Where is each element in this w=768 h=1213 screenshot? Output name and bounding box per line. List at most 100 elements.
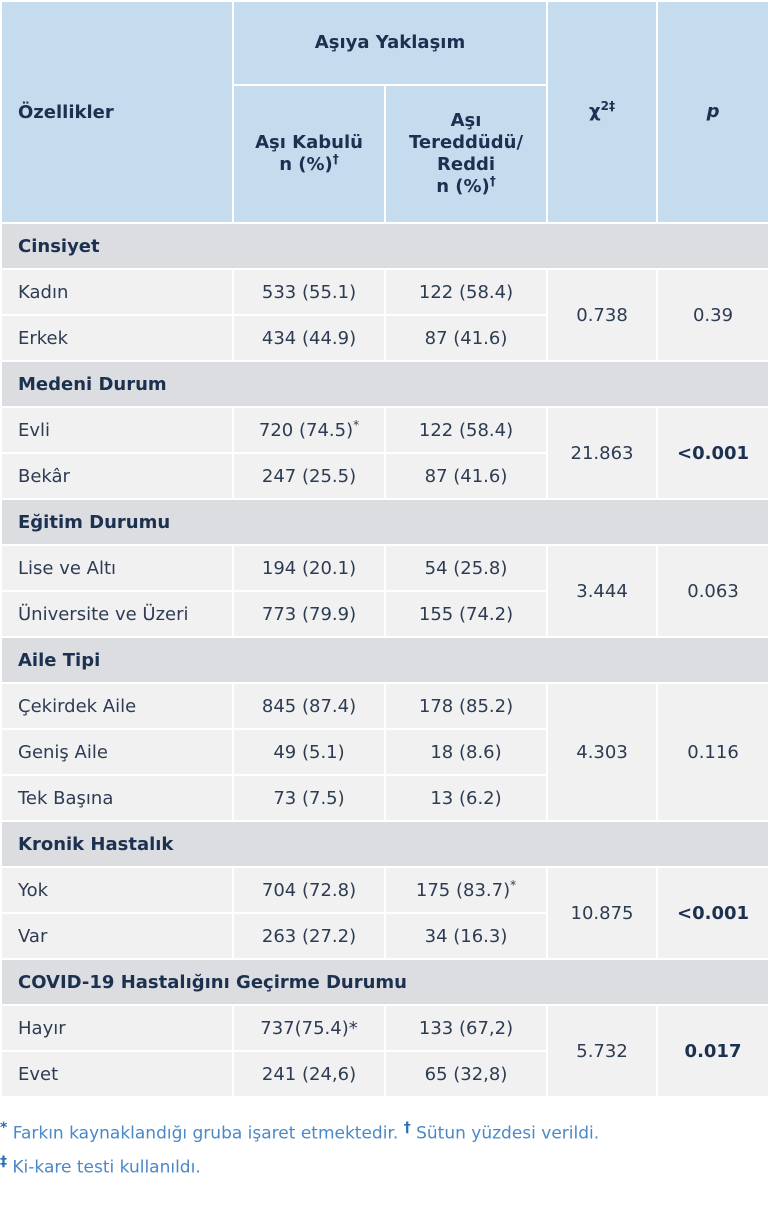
group-row: Aile Tipi	[0, 636, 768, 684]
group-title: Eğitim Durumu	[0, 498, 768, 546]
accept-value: 247 (25.5)	[232, 452, 386, 500]
cell-value: 845 (87.4)	[261, 695, 357, 717]
group-title: Medeni Durum	[0, 360, 768, 408]
table-row: Hayır 737(75.4)* 133 (67,2) 5.732 0.017	[0, 1004, 768, 1098]
cell-value: 34 (16.3)	[424, 925, 508, 947]
footnote-mark-asterisk: *	[0, 1120, 8, 1136]
table-row: Tek Başına 73 (7.5) 13 (6.2)	[0, 774, 768, 822]
hes-line3: Reddi	[437, 154, 496, 175]
hesitancy-value: 13 (6.2)	[383, 774, 549, 822]
header-features: Özellikler	[0, 0, 234, 224]
accept-value: 533 (55.1)	[232, 268, 386, 316]
hesitancy-value: 122 (58.4)	[383, 268, 549, 316]
p-value: 0.063	[656, 544, 768, 638]
cell-value: 122 (58.4)	[418, 419, 514, 441]
group-row: COVID-19 Hastalığını Geçirme Durumu	[0, 958, 768, 1006]
table-row: Lise ve Altı 194 (20.1) 54 (25.8) 3.444 0.06…	[0, 544, 768, 638]
hesitancy-value: 34 (16.3)	[383, 912, 549, 960]
cell-value: 737(75.4)*	[260, 1017, 358, 1039]
accept-value: 194 (20.1)	[232, 544, 386, 592]
hes-line2: Tereddüdü/	[408, 132, 524, 153]
table-row: Evli 720 (74.5)* 122 (58.4) 21.863 <0.001	[0, 406, 768, 500]
table-body: Cinsiyet Kadın 533 (55.1) 122 (58.4) 0.738 0.…	[0, 222, 768, 1098]
chi-square-value: 21.863	[546, 406, 659, 500]
footnote-text-3: Ki-kare testi kullanıldı.	[12, 1157, 201, 1178]
cell-value: 49 (5.1)	[273, 741, 345, 763]
row-label: Üniversite ve Üzeri	[0, 590, 234, 638]
table-row: Var 263 (27.2) 34 (16.3)	[0, 912, 768, 960]
footnote-mark-double-dagger: ‡	[0, 1153, 7, 1170]
table-row: Kadın 533 (55.1) 122 (58.4) 0.738 0.39	[0, 268, 768, 362]
header-vaccine-approach: Aşıya Yaklaşım	[231, 0, 549, 86]
accept-value: 845 (87.4)	[232, 682, 386, 730]
cell-value: 87 (41.6)	[424, 327, 508, 349]
table-row: Çekirdek Aile 845 (87.4) 178 (85.2) 4.303 0.…	[0, 682, 768, 822]
footnote-line-2: ‡ Ki-kare testi kullanıldı.	[0, 1148, 768, 1182]
group-title: Cinsiyet	[0, 222, 768, 270]
group-title: COVID-19 Hastalığını Geçirme Durumu	[0, 958, 768, 1006]
cell-value: 434 (44.9)	[261, 327, 357, 349]
accept-value: 720 (74.5)*	[232, 406, 386, 454]
hesitancy-value: 87 (41.6)	[383, 452, 549, 500]
row-label: Erkek	[0, 314, 234, 362]
hesitancy-value: 133 (67,2)	[383, 1004, 549, 1052]
header-p: p	[656, 0, 768, 224]
table-row: Üniversite ve Üzeri 773 (79.9) 155 (74.2)	[0, 590, 768, 638]
hesitancy-value: 65 (32,8)	[383, 1050, 549, 1098]
row-label: Tek Başına	[0, 774, 234, 822]
table-row: Erkek 434 (44.9) 87 (41.6)	[0, 314, 768, 362]
accept-line1: Aşı Kabulü	[255, 132, 363, 153]
cell-value: 65 (32,8)	[424, 1063, 508, 1085]
p-value: 0.116	[656, 682, 768, 822]
header-hesitancy: Aşı Tereddüdü/ Reddi n (%)†	[383, 84, 549, 224]
p-value: <0.001	[656, 406, 768, 500]
footnotes: * Farkın kaynaklandığı gruba işaret etme…	[0, 1098, 768, 1181]
accept-value: 73 (7.5)	[232, 774, 386, 822]
group-row: Eğitim Durumu	[0, 498, 768, 546]
hesitancy-value: 155 (74.2)	[383, 590, 549, 638]
p-value: <0.001	[656, 866, 768, 960]
group-row: Kronik Hastalık	[0, 820, 768, 868]
group-row: Cinsiyet	[0, 222, 768, 270]
row-label: Çekirdek Aile	[0, 682, 234, 730]
footnote-line-1: * Farkın kaynaklandığı gruba işaret etme…	[0, 1114, 768, 1148]
table-row: Evet 241 (24,6) 65 (32,8)	[0, 1050, 768, 1098]
cell-value: 533 (55.1)	[261, 281, 357, 303]
chi-symbol: χ	[589, 101, 601, 122]
cell-value: 178 (85.2)	[418, 695, 514, 717]
row-label: Geniş Aile	[0, 728, 234, 776]
p-label: p	[706, 101, 720, 122]
cell-value: 773 (79.9)	[261, 603, 357, 625]
table-row: Yok 704 (72.8) 175 (83.7)* 10.875 <0.001	[0, 866, 768, 960]
cell-value: 18 (8.6)	[430, 741, 502, 763]
chi-superscript: 2‡	[600, 99, 615, 113]
accept-value: 773 (79.9)	[232, 590, 386, 638]
group-title: Kronik Hastalık	[0, 820, 768, 868]
cell-value: 704 (72.8)	[261, 879, 357, 901]
cell-value: 87 (41.6)	[424, 465, 508, 487]
p-value: 0.017	[656, 1004, 768, 1098]
header-chi-square: χ2‡	[546, 0, 659, 224]
chi-square-value: 0.738	[546, 268, 659, 362]
chi-square-value: 5.732	[546, 1004, 659, 1098]
dagger-mark: †	[489, 174, 496, 188]
cell-value: 155 (74.2)	[418, 603, 514, 625]
hesitancy-value: 178 (85.2)	[383, 682, 549, 730]
group-title: Aile Tipi	[0, 636, 768, 684]
results-table: Özellikler Aşıya Yaklaşım χ2‡ p Aşı Kabu…	[0, 0, 768, 1098]
significance-mark: *	[353, 417, 360, 432]
header-accept: Aşı Kabulü n (%)†	[232, 84, 386, 224]
table-row: Geniş Aile 49 (5.1) 18 (8.6)	[0, 728, 768, 776]
cell-value: 73 (7.5)	[273, 787, 345, 809]
dagger-mark: †	[332, 152, 339, 166]
cell-value: 263 (27.2)	[261, 925, 357, 947]
cell-value: 54 (25.8)	[424, 557, 508, 579]
hesitancy-value: 122 (58.4)	[383, 406, 549, 454]
row-label: Hayır	[0, 1004, 234, 1052]
accept-value: 434 (44.9)	[232, 314, 386, 362]
cell-value: 175 (83.7)	[415, 879, 511, 901]
hesitancy-value: 175 (83.7)*	[383, 866, 549, 914]
group-row: Medeni Durum	[0, 360, 768, 408]
row-label: Evet	[0, 1050, 234, 1098]
cell-value: 133 (67,2)	[418, 1017, 514, 1039]
